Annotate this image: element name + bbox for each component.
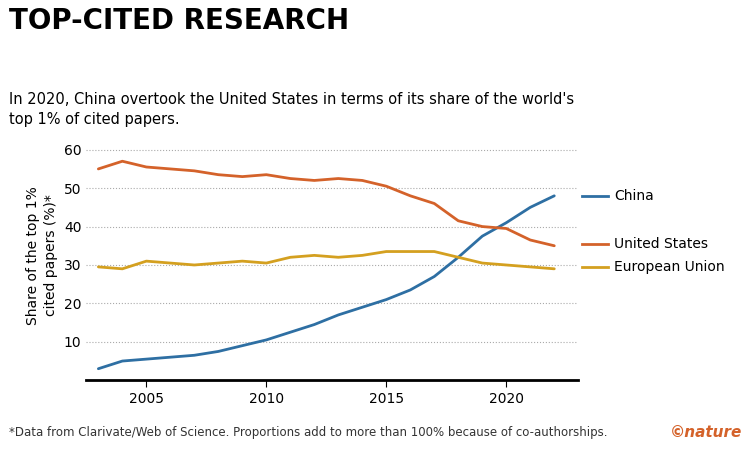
- Text: TOP-CITED RESEARCH: TOP-CITED RESEARCH: [9, 7, 349, 35]
- Text: ©nature: ©nature: [670, 425, 742, 440]
- Y-axis label: Share of the top 1%
cited papers (%)*: Share of the top 1% cited papers (%)*: [26, 186, 59, 325]
- Text: In 2020, China overtook the United States in terms of its share of the world's
t: In 2020, China overtook the United State…: [9, 92, 574, 127]
- Text: China: China: [614, 189, 654, 203]
- Text: United States: United States: [614, 237, 708, 251]
- Text: European Union: European Union: [614, 260, 725, 274]
- Text: *Data from Clarivate/Web of Science. Proportions add to more than 100% because o: *Data from Clarivate/Web of Science. Pro…: [9, 426, 608, 439]
